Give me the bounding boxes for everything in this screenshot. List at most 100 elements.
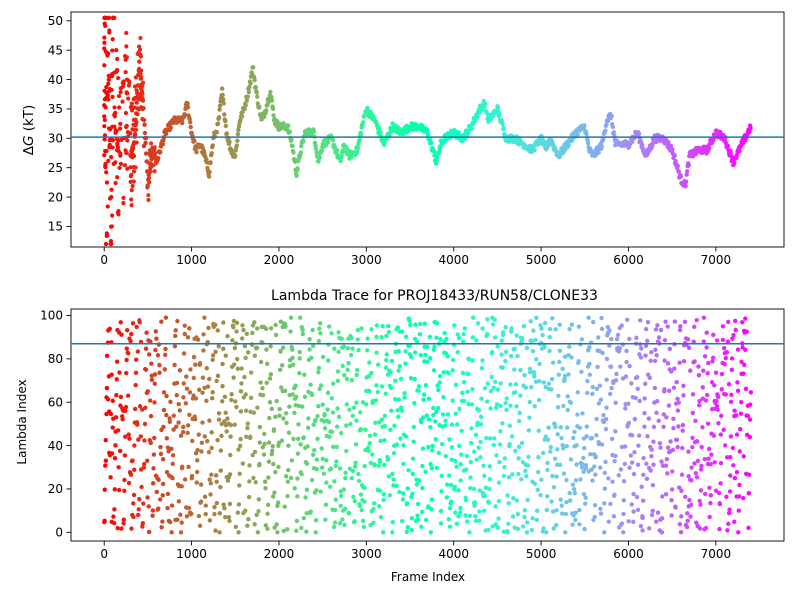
- lambda-point: [393, 396, 398, 402]
- lambda-point: [550, 509, 556, 514]
- lambda-point: [579, 337, 585, 342]
- lambda-point: [536, 428, 541, 433]
- lambda-point: [507, 441, 512, 447]
- bottom-x-tick-label: 6000: [613, 547, 644, 561]
- lambda-point: [143, 367, 149, 372]
- lambda-point: [317, 386, 322, 392]
- dg-point: [135, 106, 140, 111]
- lambda-point: [382, 413, 388, 419]
- lambda-point: [650, 482, 656, 488]
- lambda-point: [469, 402, 475, 407]
- lambda-point: [728, 434, 734, 439]
- lambda-point: [722, 362, 727, 367]
- dg-point: [133, 165, 138, 170]
- lambda-point: [636, 433, 642, 438]
- lambda-point: [686, 473, 691, 479]
- lambda-point: [244, 434, 249, 439]
- lambda-point: [374, 334, 379, 340]
- lambda-point: [133, 382, 138, 388]
- lambda-point: [239, 381, 244, 386]
- lambda-point: [234, 404, 239, 410]
- lambda-point: [596, 401, 602, 406]
- lambda-point: [748, 390, 754, 395]
- lambda-point: [375, 362, 381, 367]
- lambda-point: [679, 488, 684, 494]
- dg-point: [102, 117, 107, 123]
- dg-point: [102, 153, 107, 158]
- lambda-point: [170, 453, 176, 458]
- lambda-point: [174, 424, 179, 429]
- lambda-point: [561, 471, 567, 476]
- lambda-point: [667, 346, 673, 352]
- lambda-point: [698, 467, 704, 472]
- dg-point: [102, 114, 107, 119]
- lambda-point: [446, 370, 451, 376]
- lambda-point: [601, 412, 606, 418]
- lambda-point: [417, 332, 423, 337]
- dg-point: [125, 138, 130, 143]
- lambda-point: [506, 521, 511, 527]
- lambda-point: [526, 454, 531, 459]
- lambda-point: [710, 355, 716, 361]
- lambda-point: [176, 401, 181, 407]
- lambda-point: [160, 457, 166, 462]
- lambda-point: [689, 478, 694, 483]
- lambda-point: [308, 509, 314, 514]
- dg-point: [168, 125, 173, 131]
- lambda-point: [240, 323, 245, 328]
- dg-point: [707, 145, 712, 151]
- lambda-point: [159, 319, 164, 324]
- lambda-point: [367, 440, 372, 446]
- dg-point: [110, 15, 116, 20]
- dg-point: [130, 183, 135, 189]
- lambda-point: [198, 499, 204, 504]
- lambda-point: [135, 349, 141, 354]
- lambda-point: [115, 525, 120, 531]
- lambda-point: [152, 400, 157, 405]
- lambda-point: [474, 338, 479, 343]
- lambda-point: [428, 461, 433, 467]
- lambda-point: [629, 381, 634, 386]
- lambda-point: [621, 478, 627, 484]
- lambda-point: [739, 399, 744, 405]
- dg-point: [117, 165, 122, 171]
- dg-point: [122, 163, 128, 168]
- lambda-point: [656, 418, 661, 424]
- lambda-point: [320, 402, 325, 407]
- lambda-point: [142, 421, 148, 427]
- lambda-point: [690, 435, 695, 441]
- lambda-point: [263, 326, 269, 331]
- lambda-point: [399, 329, 405, 334]
- lambda-point: [185, 335, 191, 340]
- lambda-point: [431, 405, 436, 411]
- lambda-point: [573, 478, 579, 483]
- lambda-point: [277, 406, 282, 412]
- lambda-point: [171, 427, 176, 432]
- bottom-y-tick-label: 40: [48, 439, 63, 453]
- lambda-point: [525, 497, 530, 503]
- lambda-point: [686, 449, 691, 454]
- lambda-point: [482, 473, 487, 479]
- lambda-point: [149, 361, 154, 366]
- dg-point: [313, 146, 319, 152]
- lambda-point: [639, 484, 644, 489]
- bottom-plot-area: [102, 315, 754, 535]
- dg-point: [287, 129, 292, 134]
- lambda-point: [432, 344, 437, 350]
- lambda-point: [729, 367, 735, 372]
- lambda-point: [567, 490, 572, 496]
- lambda-point: [196, 432, 201, 437]
- lambda-point: [698, 488, 704, 493]
- lambda-point: [668, 439, 673, 444]
- lambda-point: [614, 371, 619, 377]
- dg-point: [210, 143, 215, 148]
- lambda-point: [320, 354, 326, 360]
- lambda-point: [663, 463, 669, 469]
- lambda-point: [367, 360, 372, 365]
- lambda-point: [131, 501, 136, 506]
- lambda-point: [277, 367, 283, 372]
- dg-point: [123, 110, 129, 116]
- lambda-point: [265, 526, 270, 531]
- lambda-point: [514, 498, 520, 503]
- lambda-point: [305, 425, 311, 431]
